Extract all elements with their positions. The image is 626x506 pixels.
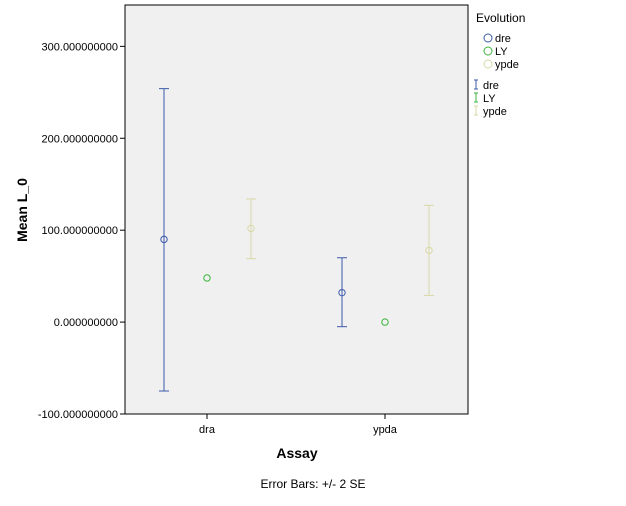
legend-marker-ypde <box>483 59 493 69</box>
legend-title: Evolution <box>476 11 525 25</box>
y-axis-title: Mean L_0 <box>14 178 30 242</box>
y-axis: -100.000000000 0.000000000 100.000000000 20… <box>38 41 125 421</box>
data-point-LY-ypda <box>381 318 389 326</box>
mean-marker <box>160 235 168 244</box>
series-layer <box>159 88 434 392</box>
mean-marker <box>338 288 346 297</box>
data-point-LY-dra <box>203 274 211 282</box>
plot-area <box>124 4 469 415</box>
data-point-ypde-dra <box>246 198 256 260</box>
legend-marker-dre <box>483 33 493 43</box>
y-tick-label: 100.000000000 <box>42 225 118 237</box>
legend-label-marker-ypde: ypde <box>495 59 519 71</box>
mean-marker <box>247 224 255 233</box>
legend-label-marker-LY: LY <box>495 46 508 58</box>
legend-label-errorbar-ypde: ypde <box>483 106 507 118</box>
x-tick-label: dra <box>199 424 216 436</box>
y-tick-label: -100.000000000 <box>38 409 118 421</box>
y-tick-label: 300.000000000 <box>42 41 118 53</box>
mean-marker <box>203 274 211 282</box>
x-axis-title: Assay <box>276 445 317 461</box>
data-point-dre-ypda <box>337 257 347 328</box>
x-axis: dra ypda <box>199 414 398 436</box>
legend-label-errorbar-dre: dre <box>483 80 499 92</box>
legend-label-marker-dre: dre <box>495 33 511 45</box>
data-point-dre-dra <box>159 88 169 392</box>
x-tick-label: ypda <box>373 424 398 436</box>
y-tick-label: 0.000000000 <box>54 317 118 329</box>
y-tick-label: 200.000000000 <box>42 133 118 145</box>
footnote: Error Bars: +/- 2 SE <box>260 477 365 491</box>
legend-marker-LY <box>483 46 493 56</box>
mean-marker <box>425 246 433 255</box>
legend-label-errorbar-LY: LY <box>483 93 496 105</box>
mean-marker <box>381 318 389 326</box>
data-point-ypde-ypda <box>424 204 434 296</box>
